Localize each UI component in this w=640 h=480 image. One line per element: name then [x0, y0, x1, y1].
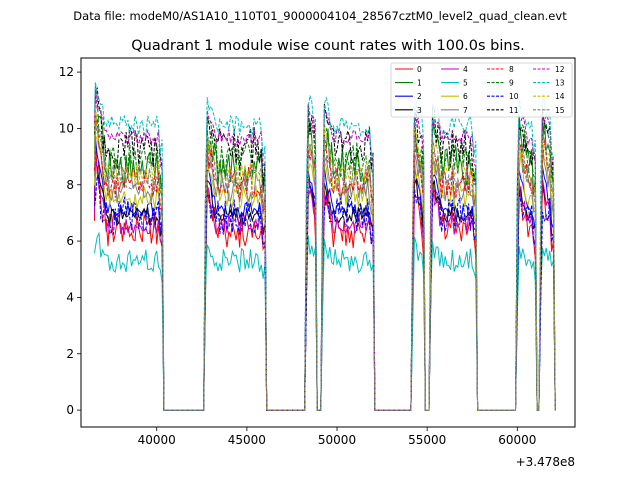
legend-label-4: 4	[463, 65, 468, 74]
legend-label-6: 6	[463, 92, 468, 101]
legend-label-13: 13	[555, 79, 565, 88]
series-line-7	[94, 114, 556, 411]
y-tick-label: 6	[66, 234, 74, 248]
y-tick-label: 4	[66, 290, 74, 304]
legend-label-15: 15	[555, 106, 565, 115]
x-axis: 40000 45000 50000 55000 60000	[138, 427, 536, 447]
legend-label-3: 3	[417, 106, 422, 115]
y-tick-label: 12	[59, 65, 74, 79]
legend-label-1: 1	[417, 79, 422, 88]
y-tick-label: 2	[66, 347, 74, 361]
series-line-5	[94, 231, 556, 411]
legend-label-14: 14	[555, 92, 565, 101]
x-tick-label: 60000	[498, 433, 536, 447]
legend-label-0: 0	[417, 65, 422, 74]
x-tick-label: 45000	[228, 433, 266, 447]
legend-label-11: 11	[509, 106, 519, 115]
series-line-3	[94, 162, 556, 411]
series-line-15	[94, 123, 556, 411]
legend-label-10: 10	[509, 92, 519, 101]
y-tick-label: 10	[59, 121, 74, 135]
x-tick-label: 50000	[318, 433, 356, 447]
y-tick-label: 8	[66, 178, 74, 192]
series-line-2	[94, 138, 556, 411]
x-tick-label: 40000	[138, 433, 176, 447]
x-tick-label: 55000	[408, 433, 446, 447]
series-line-12	[94, 86, 556, 411]
legend-label-5: 5	[463, 79, 468, 88]
axes-frame	[80, 57, 576, 428]
legend-label-12: 12	[555, 65, 565, 74]
series-line-10	[94, 175, 556, 411]
legend-label-7: 7	[463, 106, 468, 115]
chart-title: Quadrant 1 module wise count rates with …	[131, 38, 525, 54]
series-line-9	[94, 94, 556, 411]
legend-label-2: 2	[417, 92, 422, 101]
legend-label-8: 8	[509, 65, 514, 74]
series-group	[94, 82, 556, 411]
suptitle: Data file: modeM0/AS1A10_110T01_90000041…	[73, 9, 567, 23]
y-tick-label: 0	[66, 403, 74, 417]
legend-frame	[390, 62, 573, 118]
series-line-11	[94, 87, 556, 411]
x-offset-label: +3.478e8	[516, 455, 575, 469]
y-axis: 0 2 4 6 8 10 12	[59, 65, 81, 417]
legend-label-9: 9	[509, 79, 514, 88]
series-line-13	[94, 82, 556, 411]
series-line-14	[94, 103, 556, 411]
series-line-0	[94, 138, 556, 411]
